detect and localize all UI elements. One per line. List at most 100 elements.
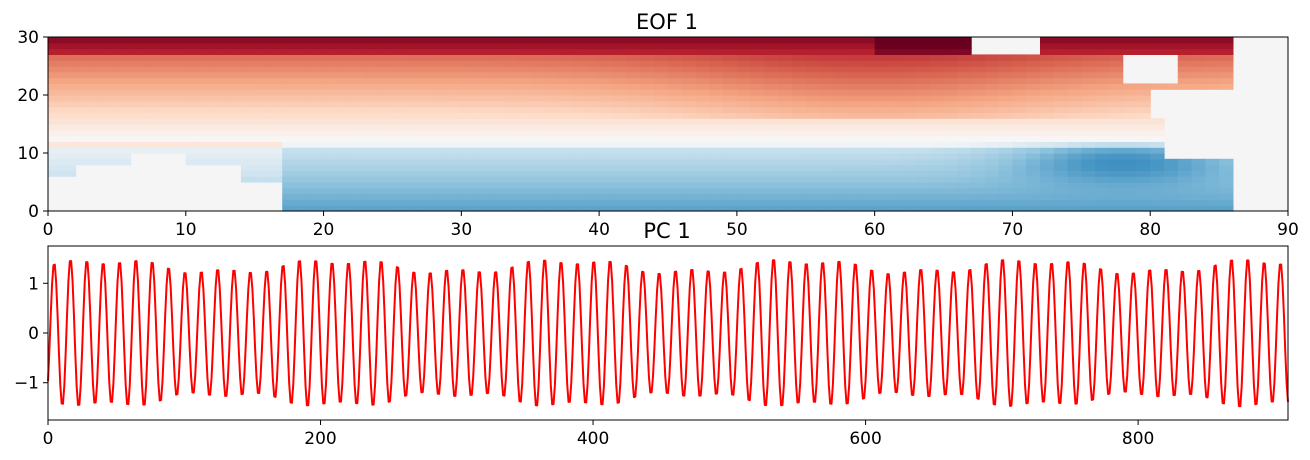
heatmap-cell: [282, 153, 297, 160]
heatmap-cell: [902, 106, 917, 113]
heatmap-cell: [296, 37, 311, 44]
heatmap-cell: [847, 135, 862, 142]
heatmap-cell: [805, 158, 821, 166]
heatmap-cell: [792, 54, 807, 61]
heatmap-cell: [792, 147, 807, 154]
heatmap-cell: [364, 60, 380, 67]
heatmap-cell: [392, 153, 407, 160]
heatmap-cell: [833, 199, 848, 206]
heatmap-cell: [585, 77, 600, 84]
heatmap-cell: [1053, 48, 1069, 55]
heatmap-cell: [488, 89, 504, 96]
heatmap-cell: [323, 182, 338, 189]
heatmap-cell: [764, 135, 779, 142]
heatmap-cell: [268, 54, 283, 61]
heatmap-cell: [392, 112, 407, 119]
heatmap-cell: [668, 153, 683, 160]
heatmap-cell: [1136, 48, 1151, 55]
heatmap-cell: [268, 141, 283, 148]
heatmap-cell: [750, 170, 766, 177]
heatmap-cell: [860, 100, 876, 108]
heatmap-cell: [502, 199, 518, 206]
heatmap-cell: [1108, 205, 1124, 212]
heatmap-cell: [971, 60, 986, 67]
heatmap-cell: [860, 176, 876, 183]
heatmap-cell: [1136, 182, 1151, 189]
heatmap-cell: [364, 199, 380, 206]
heatmap-cell: [984, 106, 1000, 113]
heatmap-cell: [640, 54, 655, 61]
heatmap-cell: [296, 71, 311, 79]
heatmap-cell: [626, 112, 642, 119]
heatmap-cell: [309, 42, 325, 50]
heatmap-cell: [874, 153, 890, 160]
heatmap-cell: [819, 147, 834, 154]
heatmap-cell: [750, 112, 766, 119]
heatmap-cell: [530, 170, 545, 177]
heatmap-cell: [681, 83, 697, 90]
heatmap-cell: [144, 66, 159, 73]
heatmap-cell: [612, 141, 628, 148]
heatmap-cell: [943, 42, 958, 50]
pc-ytick-label: 0: [28, 324, 39, 344]
heatmap-cell: [406, 164, 421, 171]
heatmap-cell: [1177, 193, 1193, 200]
heatmap-cell: [681, 158, 697, 166]
heatmap-cell: [557, 54, 573, 61]
heatmap-cell: [103, 158, 118, 166]
heatmap-cell: [433, 89, 449, 96]
heatmap-cell: [681, 182, 697, 189]
heatmap-cell: [833, 176, 848, 183]
heatmap-cell: [1191, 66, 1206, 73]
heatmap-cell: [957, 89, 972, 96]
heatmap-cell: [571, 42, 586, 50]
heatmap-cell: [502, 100, 518, 108]
heatmap-cell: [681, 48, 697, 55]
heatmap-cell: [75, 48, 90, 55]
heatmap-cell: [1108, 141, 1124, 148]
heatmap-cell: [1219, 71, 1234, 79]
heatmap-cell: [943, 170, 958, 177]
heatmap-cell: [805, 176, 821, 183]
heatmap-cell: [1053, 89, 1069, 96]
heatmap-cell: [254, 66, 270, 73]
heatmap-cell: [874, 205, 890, 212]
heatmap-cell: [640, 71, 655, 79]
heatmap-cell: [668, 95, 683, 102]
heatmap-cell: [612, 129, 628, 137]
heatmap-cell: [998, 141, 1014, 148]
heatmap-cell: [172, 54, 187, 61]
heatmap-cell: [1040, 199, 1055, 206]
heatmap-cell: [585, 89, 600, 96]
heatmap-cell: [1177, 187, 1193, 195]
heatmap-cell: [475, 106, 490, 113]
heatmap-cell: [185, 147, 201, 154]
heatmap-cell: [447, 187, 462, 195]
heatmap-cell: [406, 135, 421, 142]
heatmap-cells: [48, 37, 1288, 212]
heatmap-cell: [709, 135, 724, 142]
heatmap-cell: [516, 83, 531, 90]
heatmap-cell: [736, 124, 752, 131]
heatmap-cell: [392, 141, 407, 148]
heatmap-cell: [750, 129, 766, 137]
heatmap-cell: [158, 129, 173, 137]
heatmap-cell: [695, 118, 710, 125]
heatmap-cell: [654, 129, 669, 137]
heatmap-cell: [296, 164, 311, 171]
heatmap-cell: [213, 100, 228, 108]
heatmap-cell: [681, 66, 697, 73]
heatmap-cell: [723, 83, 738, 90]
heatmap-cell: [1164, 193, 1179, 200]
heatmap-cell: [282, 42, 297, 50]
heatmap-cell: [488, 37, 504, 44]
heatmap-cell: [640, 95, 655, 102]
heatmap-cell: [144, 42, 159, 50]
heatmap-cell: [213, 42, 228, 50]
heatmap-cell: [144, 118, 159, 125]
heatmap-cell: [130, 48, 146, 55]
heatmap-cell: [502, 66, 518, 73]
heatmap-cell: [792, 118, 807, 125]
